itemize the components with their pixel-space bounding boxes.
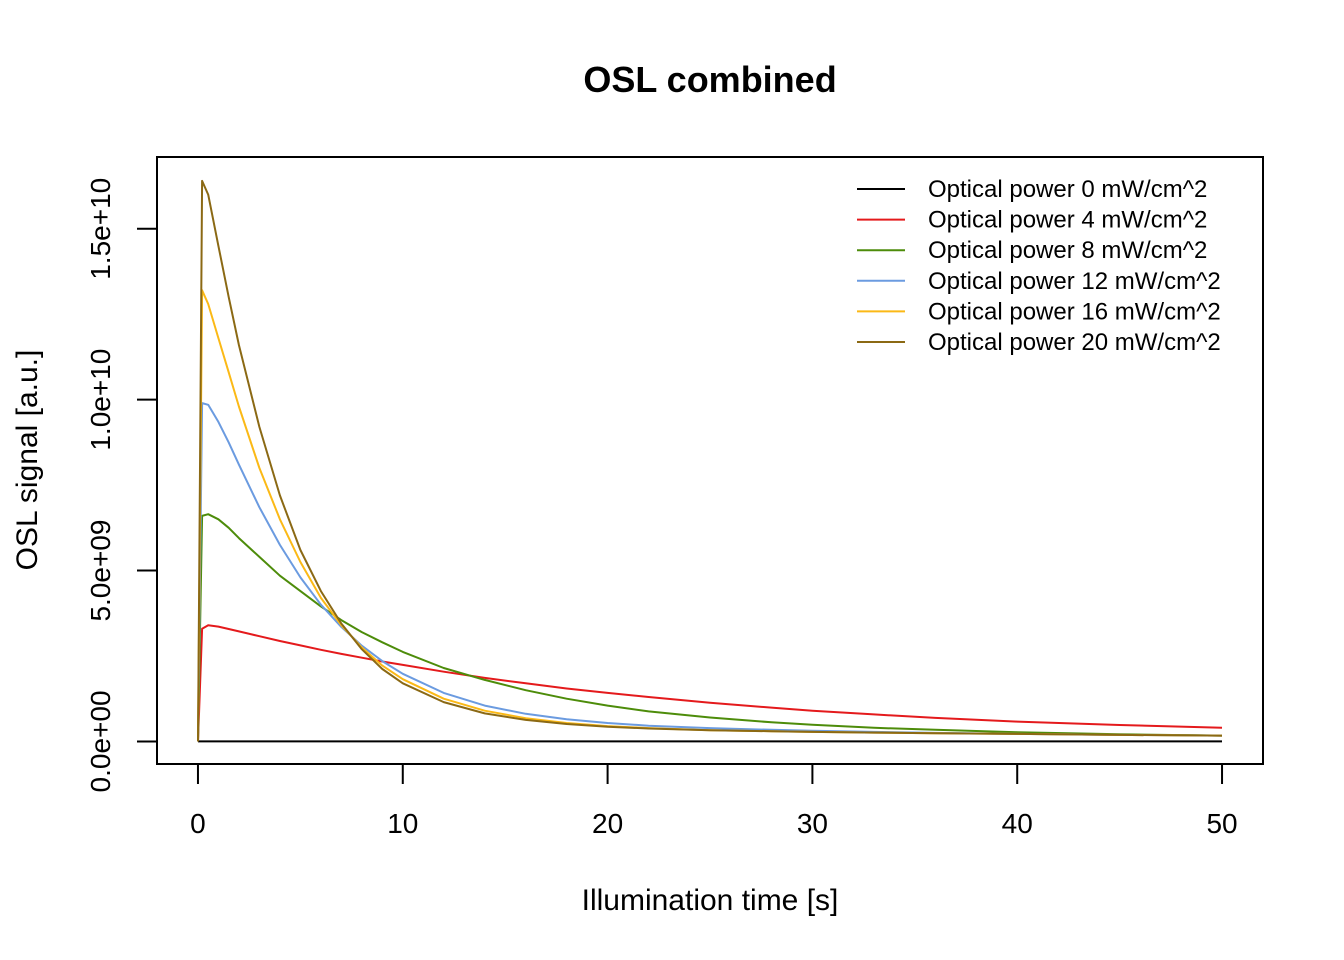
legend-label-0: Optical power 0 mW/cm^2: [928, 176, 1207, 203]
x-tick-label: 20: [592, 808, 623, 839]
legend: Optical power 0 mW/cm^2 Optical power 4 m…: [857, 176, 1221, 356]
y-axis-label: OSL signal [a.u.]: [11, 350, 44, 571]
legend-label-5: Optical power 20 mW/cm^2: [928, 329, 1221, 356]
legend-label-4: Optical power 16 mW/cm^2: [928, 298, 1221, 325]
series-layer: [197, 179, 1223, 743]
series-line-3: [197, 402, 1223, 742]
series-line-2: [197, 513, 1223, 742]
series-line-1: [197, 624, 1223, 742]
y-tick-label: 1.0e+10: [85, 349, 116, 451]
legend-label-1: Optical power 4 mW/cm^2: [928, 207, 1207, 234]
series-line-5: [197, 179, 1223, 742]
x-axis-label: Illumination time [s]: [582, 884, 839, 917]
y-tick-label: 5.0e+09: [85, 520, 116, 622]
x-tick-label: 40: [1002, 808, 1033, 839]
plot-frame: [156, 156, 1264, 765]
y-tick-label: 0.0e+00: [85, 690, 116, 792]
legend-label-2: Optical power 8 mW/cm^2: [928, 237, 1207, 264]
y-tick-label: 1.5e+10: [85, 178, 116, 280]
axes-layer: 0 10 20 30 40 50 0.0e+00 5.0e+09 1.0e+10 1.5e+10: [85, 178, 1238, 839]
legend-label-3: Optical power 12 mW/cm^2: [928, 268, 1221, 295]
chart-title: OSL combined: [583, 59, 836, 100]
x-tick-label: 0: [190, 808, 206, 839]
series-line-4: [197, 289, 1223, 742]
x-tick-label: 10: [387, 808, 418, 839]
x-tick-label: 50: [1206, 808, 1237, 839]
x-tick-label: 30: [797, 808, 828, 839]
